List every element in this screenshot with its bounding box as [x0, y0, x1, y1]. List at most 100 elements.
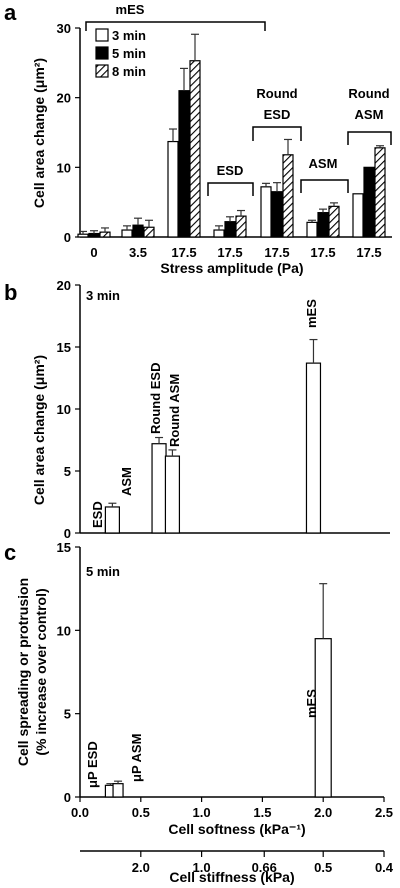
- y-tick-label: 20: [57, 91, 71, 106]
- y-tick-label: 15: [57, 540, 71, 555]
- secondary-tick-label-2: 0.66: [252, 860, 277, 875]
- x-tick-label-0: 0: [90, 245, 97, 260]
- bar-a-g3-s0: [213, 229, 225, 238]
- secondary-tick-label-0: 2.0: [132, 860, 150, 875]
- legend-label-5min: 5 min: [112, 46, 146, 61]
- panel-c-y-axis: 0 5 10 15: [57, 540, 80, 805]
- panel-c-annotation: 5 min: [86, 564, 120, 579]
- bar-a-g0-s0: [77, 233, 89, 238]
- panel-c-bar-label-up-esd: μP ESD: [85, 741, 100, 788]
- panel-b-bar-label-esd: ESD: [90, 501, 105, 528]
- bar-a-g2-s1: [178, 90, 190, 238]
- bracket-asm: ASM: [300, 156, 349, 193]
- bar-a-g0-s2: [99, 231, 111, 238]
- legend-label-8min: 8 min: [112, 64, 146, 79]
- bracket-label-round-asm-line2: ASM: [355, 107, 384, 122]
- panel-b-y-axis: 0 5 10 15 20: [57, 278, 80, 541]
- bar-a-g5-s0: [306, 221, 318, 238]
- panel-b: b Cell area change (μm²) 3 min 05101520 …: [4, 278, 390, 541]
- panel-c-bar-label-up-asm: μP ASM: [129, 734, 144, 782]
- bar-a-g2-s0: [167, 140, 179, 238]
- panel-c-xlabel: Cell softness (kPa⁻¹): [168, 821, 305, 837]
- secondary-axis-xlabel: Cell stiffness (kPa): [169, 869, 294, 885]
- panel-b-bar-label-round-asm: Round ASM: [167, 374, 182, 447]
- panel-b-bars: [104, 338, 322, 534]
- y-tick-label: 0: [64, 526, 71, 541]
- bar-a-g3-s2: [235, 215, 247, 238]
- bar-b-4: [305, 362, 322, 534]
- bar-a-g5-s1: [317, 212, 329, 238]
- panel-a-ylabel: Cell area change (μm²): [31, 58, 47, 208]
- bar-a-g0-s1: [88, 232, 100, 238]
- x-tick-label-2: 1.0: [193, 805, 211, 820]
- panel-a-bars: [77, 33, 386, 238]
- bracket-label-mes: mES: [116, 2, 145, 17]
- bracket-esd: ESD: [207, 163, 254, 196]
- y-tick-label: 5: [64, 464, 71, 479]
- x-tick-label-1: 0.5: [132, 805, 150, 820]
- x-tick-label-6: 17.5: [356, 245, 381, 260]
- y-tick-label: 20: [57, 278, 71, 293]
- bracket-round-asm: Round ASM: [347, 86, 392, 145]
- panel-a: a Cell area change (μm²) 0 10 20 30 0 3.5 17.…: [4, 0, 392, 276]
- bar-a-g6-s1: [363, 166, 375, 238]
- bracket-round-esd: Round ESD: [252, 86, 302, 141]
- panel-b-bar-label-mes: mES: [304, 299, 319, 328]
- panel-c-ylabel-line2: (% increase over control): [33, 588, 49, 755]
- panel-a-y-axis: 0 10 20 30: [57, 21, 80, 245]
- panel-b-bar-label-round-esd: Round ESD: [148, 363, 163, 435]
- y-tick-label: 0: [64, 790, 71, 805]
- bar-a-g3-s1: [224, 221, 236, 238]
- x-tick-label-3: 1.5: [253, 805, 271, 820]
- bar-a-g6-s0: [352, 193, 364, 238]
- bar-a-g4-s0: [260, 186, 272, 238]
- y-tick-label: 10: [57, 402, 71, 417]
- bar-c-1: [112, 783, 124, 798]
- legend-swatch-3min: [95, 28, 109, 42]
- panel-b-ylabel: Cell area change (μm²): [31, 355, 47, 505]
- x-tick-label-5: 2.5: [375, 805, 393, 820]
- bracket-label-round-esd-line2: ESD: [264, 107, 291, 122]
- panel-a-x-ticks: 0 3.5 17.5 17.5 17.5 17.5 17.5: [90, 245, 381, 260]
- legend-swatch-8min: [95, 64, 109, 78]
- bar-a-g4-s2: [282, 154, 294, 238]
- panel-b-annotation: 3 min: [86, 288, 120, 303]
- bar-a-g5-s2: [328, 205, 340, 238]
- bar-b-2: [151, 443, 167, 534]
- x-tick-label-4: 17.5: [264, 245, 289, 260]
- panel-c-bars: [104, 583, 332, 798]
- y-tick-label: 30: [57, 21, 71, 36]
- legend: 3 min 5 min 8 min: [95, 28, 146, 79]
- bracket-label-esd: ESD: [217, 163, 244, 178]
- bar-a-g1-s1: [132, 224, 144, 238]
- panel-b-label: b: [4, 280, 17, 305]
- x-tick-label-0: 0.0: [71, 805, 89, 820]
- bracket-mes: mES: [85, 2, 266, 31]
- y-tick-label: 5: [64, 707, 71, 722]
- panel-c: c Cell spreading or protrusion (% increa…: [4, 540, 394, 885]
- bracket-label-round-asm-line1: Round: [348, 86, 389, 101]
- bar-a-g1-s0: [121, 229, 133, 238]
- y-tick-label: 0: [64, 230, 71, 245]
- x-tick-label-3: 17.5: [217, 245, 242, 260]
- x-tick-label-2: 17.5: [171, 245, 196, 260]
- panel-a-label: a: [4, 0, 17, 25]
- bracket-label-round-esd-line1: Round: [256, 86, 297, 101]
- y-tick-label: 10: [57, 160, 71, 175]
- x-tick-label-4: 2.0: [314, 805, 332, 820]
- x-tick-label-5: 17.5: [310, 245, 335, 260]
- panel-a-xlabel: Stress amplitude (Pa): [160, 260, 303, 276]
- panel-c-ylabel-line1: Cell spreading or protrusion: [15, 578, 31, 766]
- bar-a-g4-s1: [271, 191, 283, 238]
- bar-a-g6-s2: [374, 147, 386, 238]
- legend-label-3min: 3 min: [112, 28, 146, 43]
- panel-c-label: c: [4, 540, 16, 565]
- secondary-tick-label-1: 1.0: [193, 860, 211, 875]
- secondary-tick-label-3: 0.5: [314, 860, 332, 875]
- bar-a-g1-s2: [143, 226, 155, 238]
- panel-c-bar-label-mes: mES: [304, 689, 319, 718]
- bar-b-1: [104, 506, 121, 534]
- secondary-tick-label-4: 0.4: [375, 860, 394, 875]
- bar-a-g2-s2: [189, 60, 201, 238]
